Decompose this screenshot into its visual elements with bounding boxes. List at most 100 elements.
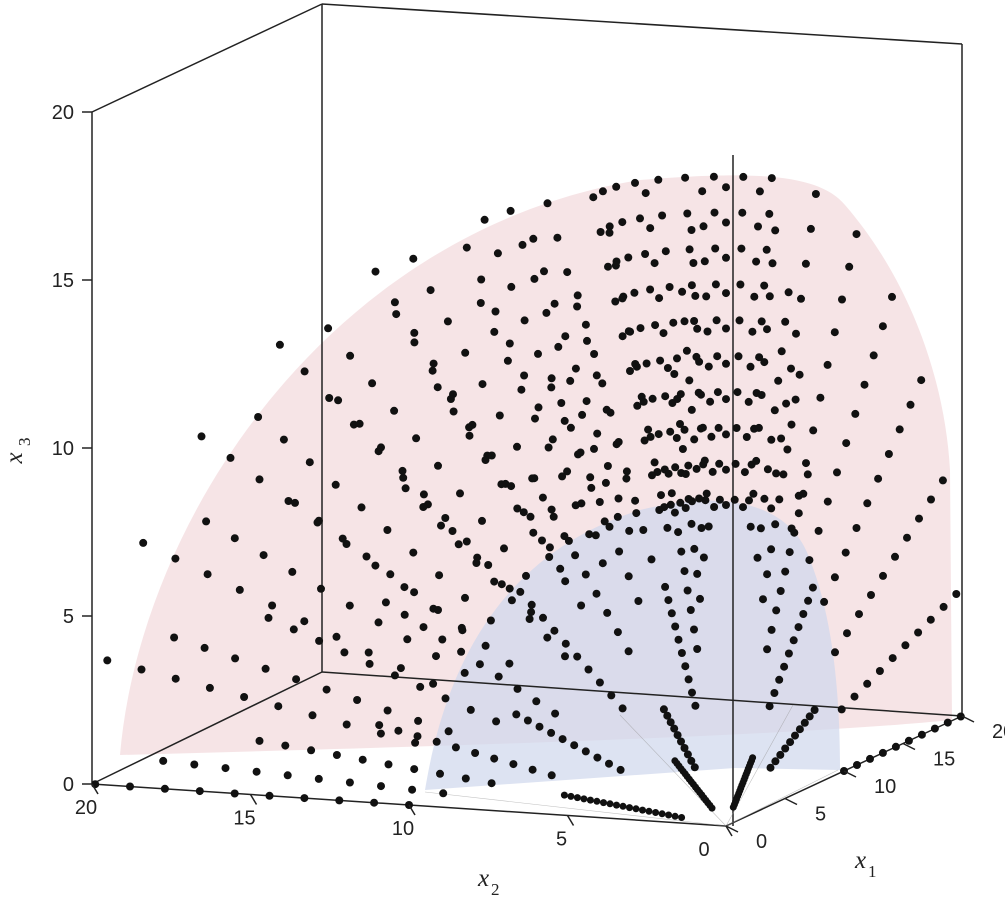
data-point [624,572,633,581]
data-point [693,645,702,653]
data-point [853,761,861,769]
data-point [753,553,762,562]
x1-tick-mark [902,742,916,751]
data-point [661,582,670,591]
data-point [410,588,419,597]
data-point [696,594,704,603]
data-point [659,705,668,714]
data-point [642,359,651,368]
data-point [202,517,211,526]
data-point [612,182,621,191]
data-point [690,317,699,325]
data-point [779,470,788,479]
data-point [647,555,656,564]
box-edge [91,671,323,785]
data-point [394,726,403,735]
data-point [547,728,556,737]
data-point [345,601,354,610]
data-point [137,665,146,674]
data-point [613,628,622,637]
data-point [655,506,664,514]
data-point [550,299,559,308]
data-point [699,222,708,231]
data-point [650,259,659,268]
data-point [428,366,437,375]
data-point [410,338,419,347]
inner-spoke-point [671,812,679,820]
data-point [413,732,422,741]
data-point [685,376,694,385]
data-point [777,434,786,443]
data-point [666,427,675,436]
data-point [830,328,839,337]
data-point [230,789,239,798]
data-point [850,692,859,701]
data-point [663,364,672,372]
data-point [528,765,537,774]
data-point [657,491,665,500]
data-point [646,285,655,294]
data-point [684,495,693,503]
data-point [570,741,579,750]
inner-spoke-point [749,754,757,762]
data-point [618,704,627,713]
data-point [563,467,572,476]
data-point [661,392,670,401]
data-point [603,608,612,617]
data-point [255,475,264,484]
data-point [614,494,623,503]
data-point [775,495,784,504]
data-point [678,287,687,296]
data-point [869,351,878,360]
data-point [748,327,757,336]
inner-spoke-point [671,757,679,765]
x1-tick-label: 0 [756,831,767,853]
data-point [454,540,463,549]
data-point [441,694,450,703]
data-point [782,399,791,408]
data-point [478,516,486,525]
data-point [802,459,810,468]
data-point [663,523,672,532]
data-point [409,548,418,557]
data-point [673,395,682,403]
data-point [600,517,609,526]
data-point [837,705,846,714]
data-point [722,430,730,439]
data-point [682,346,691,355]
x1-tick-label: 20 [992,721,1005,743]
data-point [606,408,615,417]
data-point [547,383,556,392]
data-point [509,760,518,769]
data-point [235,585,244,594]
data-point [265,791,274,800]
data-point [780,662,789,671]
data-point [505,584,514,593]
data-point [585,530,594,539]
data-point [698,423,707,432]
data-point [734,352,743,361]
data-point [667,489,676,498]
data-point [523,716,532,725]
data-point [814,526,823,535]
data-point [690,625,698,634]
data-point [712,316,721,325]
data-point [654,175,663,184]
data-point [943,718,952,727]
data-point [693,569,702,578]
inner-spoke-point [665,811,673,819]
x2-tick-label: 5 [556,829,567,851]
data-point [549,512,558,521]
data-point [669,318,678,327]
data-point [867,591,875,599]
data-point [695,357,704,366]
data-point [681,662,690,671]
data-point [674,528,683,537]
data-point [684,675,693,684]
data-point [403,635,412,644]
data-point [462,243,471,252]
data-point [531,414,539,423]
data-point [956,712,965,721]
data-point [687,519,696,528]
x2-tick-mark [725,825,733,837]
